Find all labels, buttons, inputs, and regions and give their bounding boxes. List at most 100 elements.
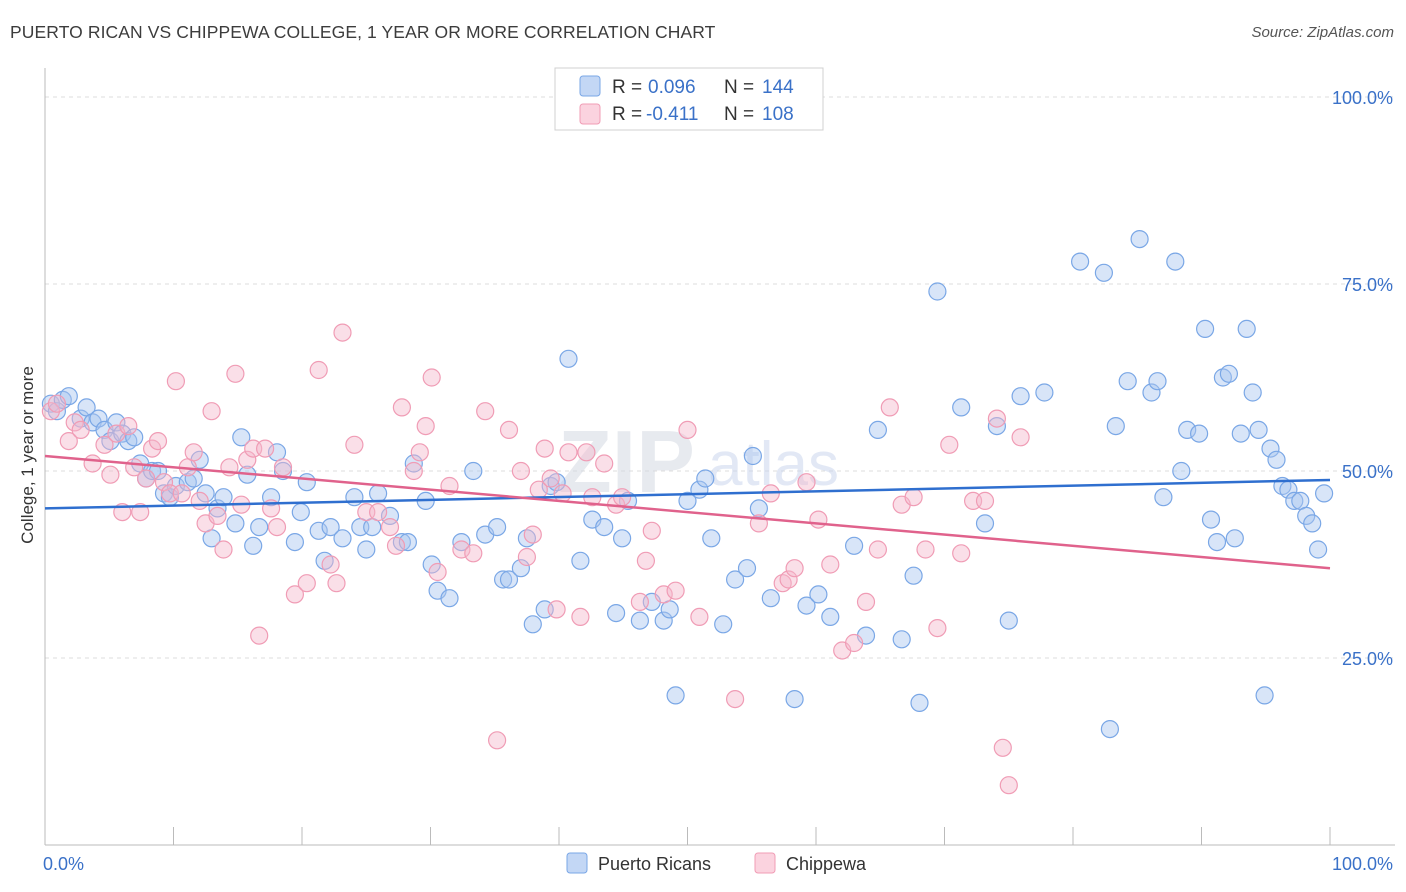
- point-1-16: [154, 473, 174, 492]
- series-chippewa: [41, 323, 1030, 795]
- point-0-98: [904, 566, 923, 585]
- point-0-105: [1011, 387, 1030, 406]
- point-1-64: [535, 439, 554, 458]
- point-0-94: [844, 536, 864, 555]
- point-1-55: [452, 540, 471, 559]
- point-1-30: [238, 450, 257, 469]
- point-1-40: [321, 555, 340, 574]
- point-0-131: [1261, 439, 1280, 458]
- point-0-132: [1267, 450, 1286, 469]
- series-puerto-ricans: [41, 230, 1334, 739]
- point-0-100: [928, 282, 947, 301]
- point-1-59: [499, 420, 519, 439]
- top-legend: R = 0.096 N = 144 R = -0.411 N = 108: [554, 67, 824, 131]
- point-1-3: [65, 413, 84, 432]
- legend-n-value-2: 108: [762, 104, 794, 125]
- point-0-47: [369, 484, 388, 503]
- point-1-37: [285, 585, 304, 604]
- point-1-45: [369, 502, 388, 522]
- point-1-88: [797, 473, 816, 492]
- point-1-41: [327, 574, 346, 593]
- point-1-57: [476, 402, 495, 421]
- point-0-124: [1219, 364, 1239, 383]
- point-1-1: [47, 394, 67, 413]
- point-0-121: [1201, 510, 1221, 529]
- point-0-61: [499, 570, 519, 589]
- series-layer: [41, 230, 1334, 795]
- point-0-130: [1255, 686, 1274, 705]
- y-tick-label-50: 50.0%: [1342, 462, 1393, 482]
- point-1-39: [309, 360, 328, 380]
- point-0-112: [1130, 230, 1149, 249]
- point-1-42: [333, 323, 352, 342]
- point-1-68: [559, 443, 578, 462]
- point-1-105: [993, 738, 1012, 757]
- point-1-86: [779, 570, 798, 589]
- y-tick-label-25: 25.0%: [1342, 649, 1393, 669]
- gridlines: [45, 96, 1395, 659]
- point-0-72: [606, 603, 626, 623]
- point-1-75: [630, 592, 650, 612]
- point-0-29: [232, 428, 251, 447]
- point-1-70: [577, 443, 596, 462]
- point-0-118: [1178, 420, 1197, 439]
- point-1-89: [809, 510, 828, 529]
- bottom-legend-swatch-chippewa: [754, 852, 776, 874]
- point-0-108: [1094, 263, 1114, 282]
- point-0-92: [809, 585, 828, 604]
- point-1-94: [868, 540, 888, 559]
- point-0-140: [1314, 484, 1334, 503]
- point-0-135: [1285, 491, 1304, 510]
- point-0-64: [523, 615, 542, 634]
- point-1-36: [273, 458, 293, 477]
- point-1-19: [172, 484, 191, 503]
- point-0-62: [511, 559, 531, 578]
- point-0-13: [125, 428, 144, 447]
- y-tick-label-75: 75.0%: [1342, 275, 1393, 295]
- point-1-104: [987, 409, 1007, 428]
- point-0-32: [250, 517, 269, 537]
- point-1-56: [464, 544, 483, 563]
- point-0-28: [226, 514, 245, 533]
- point-0-83: [702, 529, 721, 548]
- point-0-20: [166, 476, 185, 496]
- point-0-99: [910, 693, 929, 713]
- point-0-139: [1308, 540, 1328, 559]
- point-0-86: [737, 559, 757, 578]
- point-1-25: [208, 506, 227, 526]
- point-0-43: [345, 488, 364, 507]
- legend-swatch-puerto-ricans: [579, 75, 601, 97]
- point-0-55: [440, 589, 459, 608]
- point-1-48: [392, 398, 411, 417]
- point-1-18: [166, 372, 185, 391]
- point-1-93: [856, 592, 876, 612]
- watermark-atlas: atlas: [708, 430, 839, 499]
- point-0-69: [571, 551, 590, 570]
- legend-r-value-1: 0.096: [648, 77, 696, 98]
- point-1-12: [131, 502, 150, 522]
- point-0-60: [494, 570, 513, 589]
- point-1-61: [517, 547, 537, 567]
- point-0-73: [612, 529, 632, 548]
- point-1-65: [541, 469, 560, 488]
- point-1-99: [928, 618, 947, 638]
- point-0-107: [1070, 252, 1090, 271]
- point-1-98: [916, 540, 935, 559]
- point-0-82: [696, 469, 715, 488]
- point-1-66: [547, 600, 566, 619]
- point-0-90: [785, 689, 804, 709]
- point-0-114: [1148, 372, 1167, 391]
- point-0-138: [1303, 514, 1322, 533]
- point-1-80: [678, 420, 697, 439]
- point-0-77: [654, 611, 673, 630]
- point-0-71: [595, 517, 614, 537]
- point-1-60: [511, 461, 531, 481]
- point-0-127: [1237, 319, 1256, 338]
- point-1-74: [612, 488, 632, 507]
- point-1-103: [975, 491, 995, 510]
- point-1-107: [1011, 428, 1030, 447]
- point-1-49: [404, 461, 423, 481]
- point-1-97: [904, 488, 923, 507]
- point-0-97: [892, 630, 911, 649]
- point-0-87: [743, 446, 763, 466]
